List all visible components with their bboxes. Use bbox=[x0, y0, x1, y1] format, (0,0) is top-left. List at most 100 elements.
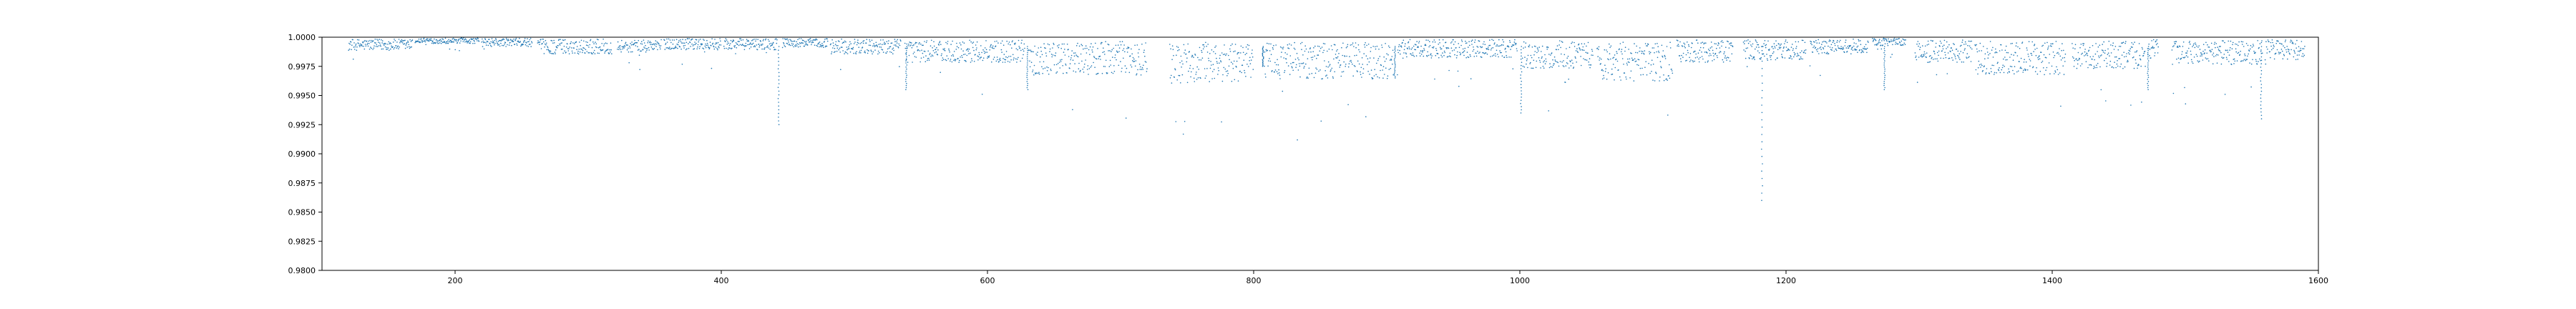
data-point bbox=[1523, 41, 1525, 43]
data-point bbox=[449, 48, 451, 50]
transit-point bbox=[906, 56, 907, 58]
data-point bbox=[1460, 53, 1462, 54]
data-point bbox=[1196, 79, 1198, 80]
data-point bbox=[1606, 78, 1608, 80]
data-point bbox=[1085, 59, 1086, 61]
data-point bbox=[1813, 45, 1815, 47]
data-point bbox=[2001, 49, 2003, 51]
data-point bbox=[1965, 43, 1967, 45]
data-point bbox=[955, 59, 957, 61]
data-point bbox=[1350, 62, 1352, 63]
data-point bbox=[733, 40, 735, 41]
data-point bbox=[440, 42, 442, 44]
data-point bbox=[548, 51, 550, 53]
data-point bbox=[2201, 55, 2202, 57]
data-point bbox=[1143, 64, 1144, 67]
data-point bbox=[1357, 60, 1359, 62]
data-point bbox=[483, 48, 485, 50]
data-point bbox=[399, 46, 400, 48]
data-point bbox=[1138, 49, 1140, 50]
data-point bbox=[2214, 41, 2216, 44]
data-point bbox=[1201, 57, 1204, 59]
y-tick-label: 0.9925 bbox=[288, 120, 316, 129]
transit-point bbox=[2260, 52, 2263, 54]
data-point bbox=[527, 38, 528, 39]
data-point bbox=[1928, 62, 1930, 63]
data-point bbox=[1380, 69, 1381, 72]
data-point bbox=[924, 61, 927, 62]
data-point bbox=[361, 44, 363, 46]
data-point bbox=[403, 44, 404, 45]
data-point bbox=[849, 44, 850, 46]
transit-point bbox=[1262, 52, 1264, 54]
data-point bbox=[1100, 59, 1101, 60]
data-point bbox=[1423, 55, 1425, 57]
data-point bbox=[1704, 42, 1705, 44]
data-point bbox=[1405, 43, 1406, 44]
data-point bbox=[628, 51, 630, 53]
data-point bbox=[1563, 54, 1566, 56]
data-point bbox=[1360, 71, 1361, 73]
transit-point bbox=[2147, 52, 2149, 54]
data-point bbox=[1628, 49, 1629, 50]
data-point bbox=[2269, 51, 2270, 52]
data-point bbox=[2064, 61, 2066, 62]
data-point bbox=[908, 44, 909, 45]
data-point bbox=[2240, 50, 2241, 52]
data-point bbox=[706, 42, 708, 44]
data-point bbox=[1330, 70, 1332, 72]
data-point bbox=[653, 43, 655, 45]
data-point bbox=[625, 41, 627, 44]
data-point bbox=[913, 52, 915, 53]
data-point bbox=[1055, 52, 1057, 54]
data-point bbox=[565, 52, 567, 53]
data-point bbox=[1699, 46, 1702, 49]
data-point bbox=[2126, 53, 2127, 54]
data-point bbox=[1125, 117, 1127, 119]
data-point bbox=[1638, 64, 1639, 67]
data-point bbox=[2235, 43, 2236, 45]
data-point bbox=[1562, 65, 1564, 67]
data-point bbox=[468, 40, 469, 41]
data-point bbox=[1480, 46, 1481, 47]
data-point bbox=[786, 43, 789, 45]
data-point bbox=[981, 94, 983, 95]
data-point bbox=[2177, 57, 2180, 59]
transit-point bbox=[1521, 46, 1522, 47]
data-point bbox=[1684, 46, 1686, 49]
data-point bbox=[677, 47, 678, 49]
data-point bbox=[632, 51, 633, 53]
data-point bbox=[1747, 39, 1749, 41]
data-point bbox=[1012, 40, 1013, 41]
data-point bbox=[1777, 49, 1779, 51]
data-point bbox=[1671, 69, 1672, 70]
data-point bbox=[857, 39, 859, 41]
data-point bbox=[2236, 44, 2238, 45]
data-point bbox=[2095, 43, 2097, 44]
data-point bbox=[484, 41, 485, 43]
data-point bbox=[1844, 45, 1846, 46]
data-point bbox=[1646, 74, 1648, 76]
data-point bbox=[1242, 52, 1244, 54]
data-point bbox=[1573, 67, 1575, 68]
data-point bbox=[959, 42, 961, 44]
data-point bbox=[1647, 44, 1649, 45]
data-point bbox=[1468, 57, 1470, 59]
data-point bbox=[1810, 40, 1811, 42]
data-point bbox=[505, 46, 507, 47]
transit-point bbox=[1393, 52, 1395, 54]
data-point bbox=[1663, 79, 1665, 82]
data-point bbox=[1119, 41, 1121, 43]
data-point bbox=[1510, 49, 1511, 50]
data-point bbox=[1057, 45, 1058, 46]
data-point bbox=[433, 41, 434, 44]
data-point bbox=[2077, 63, 2079, 65]
data-point bbox=[568, 48, 570, 49]
data-point bbox=[1434, 78, 1435, 80]
data-point bbox=[2222, 57, 2224, 59]
data-point bbox=[1724, 57, 1726, 59]
data-point bbox=[2200, 52, 2202, 54]
data-point bbox=[763, 48, 766, 50]
data-point bbox=[442, 39, 444, 40]
data-point bbox=[1286, 62, 1287, 64]
